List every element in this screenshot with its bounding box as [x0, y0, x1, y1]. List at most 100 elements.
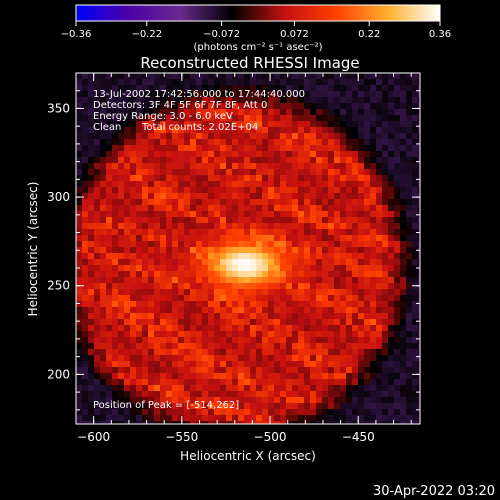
colorbar-tick-label: 0.36 — [429, 29, 451, 40]
heatmap-cell — [298, 277, 304, 283]
heatmap-cell — [166, 349, 172, 355]
heatmap-cell — [292, 145, 298, 151]
heatmap-cell — [376, 367, 382, 373]
heatmap-cell — [268, 415, 274, 421]
heatmap-cell — [394, 91, 400, 97]
heatmap-cell — [298, 415, 304, 421]
heatmap-cell — [220, 109, 226, 115]
heatmap-cell — [244, 415, 250, 421]
heatmap-cell — [340, 109, 346, 115]
heatmap-cell — [238, 361, 244, 367]
heatmap-cell — [100, 121, 106, 127]
heatmap-cell — [274, 397, 280, 403]
heatmap-cell — [232, 379, 238, 385]
heatmap-cell — [298, 289, 304, 295]
heatmap-cell — [382, 289, 388, 295]
heatmap-cell — [130, 373, 136, 379]
heatmap-cell — [118, 109, 124, 115]
heatmap-cell — [148, 331, 154, 337]
heatmap-cell — [304, 409, 310, 415]
heatmap-cell — [76, 379, 82, 385]
heatmap-cell — [178, 169, 184, 175]
heatmap-cell — [184, 277, 190, 283]
heatmap-cell — [214, 79, 220, 85]
heatmap-cell — [292, 361, 298, 367]
heatmap-cell — [322, 181, 328, 187]
heatmap-cell — [160, 163, 166, 169]
heatmap-cell — [154, 157, 160, 163]
heatmap-cell — [418, 259, 420, 265]
heatmap-cell — [160, 301, 166, 307]
heatmap-cell — [160, 325, 166, 331]
heatmap-cell — [370, 85, 376, 91]
heatmap-cell — [88, 103, 94, 109]
heatmap-cell — [196, 139, 202, 145]
heatmap-cell — [340, 127, 346, 133]
heatmap-cell — [376, 271, 382, 277]
heatmap-cell — [160, 331, 166, 337]
heatmap-cell — [238, 313, 244, 319]
heatmap-cell — [376, 355, 382, 361]
heatmap-cell — [334, 133, 340, 139]
heatmap-cell — [232, 397, 238, 403]
heatmap-cell — [340, 139, 346, 145]
heatmap-cell — [322, 91, 328, 97]
heatmap-cell — [286, 301, 292, 307]
heatmap-cell — [142, 145, 148, 151]
heatmap-cell — [160, 307, 166, 313]
heatmap-cell — [178, 337, 184, 343]
heatmap-cell — [244, 337, 250, 343]
heatmap-cell — [106, 271, 112, 277]
heatmap-cell — [118, 181, 124, 187]
heatmap-cell — [376, 397, 382, 403]
heatmap-cell — [394, 229, 400, 235]
heatmap-cell — [154, 355, 160, 361]
heatmap-cell — [142, 349, 148, 355]
heatmap-cell — [196, 373, 202, 379]
heatmap-cell — [136, 241, 142, 247]
heatmap-cell — [298, 241, 304, 247]
heatmap-cell — [76, 349, 82, 355]
heatmap-cell — [412, 205, 418, 211]
heatmap-cell — [142, 223, 148, 229]
heatmap-cell — [124, 133, 130, 139]
heatmap-cell — [364, 355, 370, 361]
heatmap-cell — [244, 151, 250, 157]
heatmap-cell — [322, 379, 328, 385]
heatmap-cell — [370, 193, 376, 199]
heatmap-cell — [76, 253, 82, 259]
annotation-energy-range: Energy Range: 3.0 - 6.0 keV — [93, 111, 233, 122]
heatmap-cell — [244, 277, 250, 283]
heatmap-cell — [106, 349, 112, 355]
heatmap-cell — [334, 307, 340, 313]
heatmap-cell — [322, 361, 328, 367]
heatmap-cell — [256, 235, 262, 241]
heatmap-cell — [394, 115, 400, 121]
heatmap-cell — [178, 211, 184, 217]
heatmap-cell — [316, 403, 322, 409]
heatmap-cell — [394, 271, 400, 277]
heatmap-cell — [418, 133, 420, 139]
heatmap-cell — [400, 211, 406, 217]
heatmap-cell — [406, 109, 412, 115]
heatmap-cell — [328, 361, 334, 367]
heatmap-cell — [202, 151, 208, 157]
heatmap-cell — [274, 319, 280, 325]
heatmap-cell — [328, 175, 334, 181]
heatmap-cell — [172, 241, 178, 247]
heatmap-cell — [136, 145, 142, 151]
heatmap-cell — [196, 325, 202, 331]
heatmap-cell — [118, 409, 124, 415]
heatmap-cell — [334, 223, 340, 229]
heatmap-cell — [280, 397, 286, 403]
heatmap-cell — [376, 331, 382, 337]
heatmap-cell — [394, 241, 400, 247]
heatmap-cell — [346, 367, 352, 373]
heatmap-cell — [196, 385, 202, 391]
heatmap-cell — [196, 103, 202, 109]
heatmap-cell — [292, 379, 298, 385]
heatmap-cell — [412, 373, 418, 379]
heatmap-cell — [370, 205, 376, 211]
heatmap-cell — [196, 97, 202, 103]
heatmap-cell — [340, 343, 346, 349]
